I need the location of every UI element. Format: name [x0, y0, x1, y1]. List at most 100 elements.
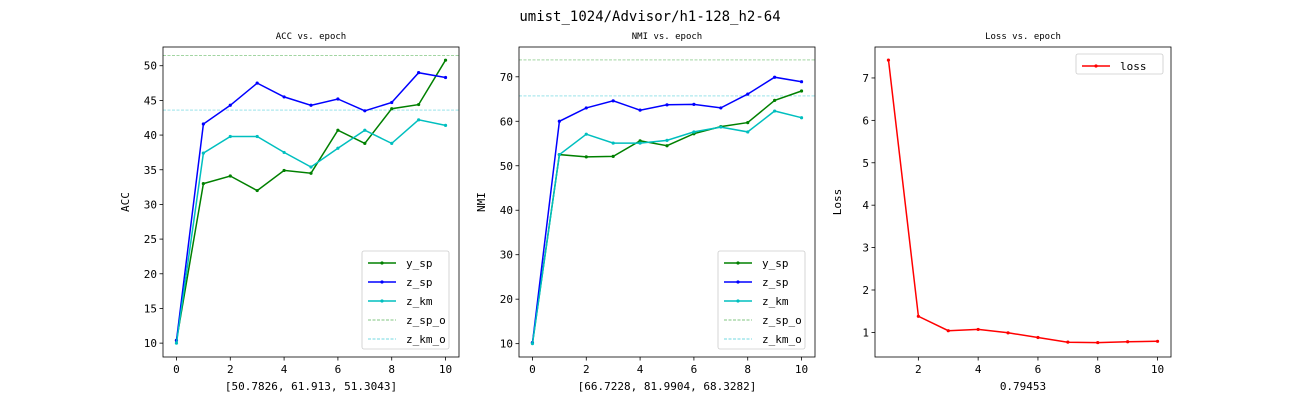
- data-point-z_sp: [390, 100, 394, 105]
- data-point-z_sp: [336, 97, 340, 101]
- data-point-z_sp: [746, 92, 750, 96]
- data-point-y_sp: [336, 128, 340, 132]
- data-point-loss: [1066, 340, 1070, 344]
- data-point-y_sp: [443, 58, 448, 62]
- data-point-y_sp: [201, 182, 205, 186]
- y-tick-label: 6: [862, 114, 869, 127]
- legend: y_sp z_sp z_km z_sp_o z_km_o: [361, 250, 450, 350]
- data-point-z_sp: [719, 106, 723, 110]
- data-point-z_km: [665, 138, 669, 143]
- data-point-z_sp: [611, 99, 615, 103]
- data-point-z_sp: [665, 103, 669, 107]
- y-axis-label: NMI: [475, 192, 488, 212]
- chart-panel-2: NMI vs. epoch 0 2 4 6 8 10 10 20 30 40 50 60 70 [66.72…: [475, 32, 816, 393]
- x-tick-label: 0: [529, 363, 536, 376]
- y-axis-label: Loss: [831, 189, 844, 216]
- data-point-y_sp: [665, 144, 669, 148]
- x-axis-label: 0.79453: [1000, 380, 1046, 393]
- x-tick-label: 10: [1151, 363, 1164, 376]
- data-point-z_km: [584, 132, 588, 136]
- data-point-z_km: [174, 341, 179, 345]
- chart-panel-1: ACC vs. epoch 0 2 4 6 8 10 10 15 20 25 30 35 40 45 50 [5…: [119, 32, 460, 393]
- legend-label-z_km: z_km: [406, 295, 433, 308]
- plot-frame: [518, 46, 816, 358]
- data-point-z_sp: [773, 75, 777, 79]
- data-point-y_sp: [746, 121, 750, 125]
- y-tick-label: 45: [144, 94, 157, 107]
- data-point-z_km: [799, 116, 804, 120]
- data-point-z_sp: [692, 102, 696, 106]
- data-point-z_km: [692, 130, 696, 134]
- y-tick-label: 25: [144, 233, 157, 246]
- data-point-z_km: [417, 118, 421, 122]
- x-axis-label: [66.7228, 81.9904, 68.3282]: [578, 380, 757, 393]
- x-tick-label: 6: [1035, 363, 1042, 376]
- y-tick-label: 50: [144, 60, 157, 73]
- legend-box: [1075, 53, 1164, 75]
- data-point-loss: [1096, 340, 1100, 345]
- data-point-z_sp: [584, 106, 588, 110]
- plot-frame: [162, 46, 460, 358]
- data-point-z_sp: [638, 108, 642, 112]
- data-point-z_km: [530, 342, 535, 346]
- data-point-y_sp: [799, 89, 804, 93]
- data-point-z_km: [282, 150, 286, 155]
- data-point-y_sp: [228, 174, 232, 178]
- legend-marker-loss: [1094, 64, 1098, 68]
- data-point-y_sp: [584, 155, 588, 159]
- data-point-loss: [886, 58, 891, 62]
- data-point-z_km: [557, 153, 561, 157]
- data-point-loss: [946, 329, 950, 333]
- x-tick-label: 8: [744, 363, 751, 376]
- data-point-loss: [1126, 340, 1130, 344]
- legend: y_sp z_sp z_km z_sp_o z_km_o: [717, 250, 806, 350]
- data-point-z_km: [611, 141, 615, 145]
- x-tick-label: 8: [388, 363, 395, 376]
- y-tick-label: 40: [144, 129, 157, 142]
- x-tick-label: 8: [1094, 363, 1101, 376]
- y-tick-label: 2: [862, 284, 869, 297]
- x-tick-label: 10: [795, 363, 808, 376]
- y-tick-label: 1: [862, 326, 869, 339]
- y-axis-label: ACC: [119, 192, 132, 212]
- y-tick-label: 35: [144, 164, 157, 177]
- data-point-y_sp: [255, 188, 259, 193]
- legend-label-loss: loss: [1120, 60, 1147, 73]
- data-point-z_km: [336, 146, 340, 150]
- figure-title: umist_1024/Advisor/h1-128_h2-64: [519, 9, 780, 25]
- legend-label-z_km_o: z_km_o: [406, 333, 446, 346]
- y-tick-label: 50: [500, 160, 513, 173]
- y-tick-label: 20: [500, 293, 513, 306]
- y-tick-label: 5: [862, 157, 869, 170]
- x-tick-label: 6: [335, 363, 342, 376]
- chart-title: Loss vs. epoch: [985, 32, 1061, 42]
- data-point-z_km: [773, 109, 777, 113]
- data-point-z_km: [390, 141, 394, 145]
- data-point-loss: [916, 314, 920, 318]
- data-point-z_km: [638, 141, 642, 145]
- legend-label-z_sp_o: z_sp_o: [406, 314, 446, 327]
- legend-marker-z_km: [380, 299, 384, 303]
- data-point-z_sp: [228, 103, 232, 107]
- y-tick-label: 60: [500, 115, 513, 128]
- legend-box: [717, 250, 806, 350]
- legend-label-y_sp: y_sp: [406, 257, 433, 270]
- data-point-y_sp: [363, 141, 367, 145]
- data-point-z_sp: [799, 80, 804, 84]
- x-tick-label: 2: [915, 363, 922, 376]
- legend-label-z_km: z_km: [762, 295, 789, 308]
- data-point-z_km: [363, 128, 367, 132]
- data-point-z_km: [443, 123, 448, 127]
- legend-marker-y_sp: [380, 261, 384, 265]
- x-tick-label: 4: [975, 363, 982, 376]
- y-tick-label: 4: [862, 199, 869, 212]
- legend-label-y_sp: y_sp: [762, 257, 789, 270]
- plot-frame: [874, 46, 1172, 358]
- y-tick-label: 40: [500, 204, 513, 217]
- data-point-z_km: [228, 134, 232, 139]
- data-point-z_km: [201, 151, 205, 155]
- data-point-y_sp: [611, 154, 615, 159]
- data-point-y_sp: [638, 139, 642, 143]
